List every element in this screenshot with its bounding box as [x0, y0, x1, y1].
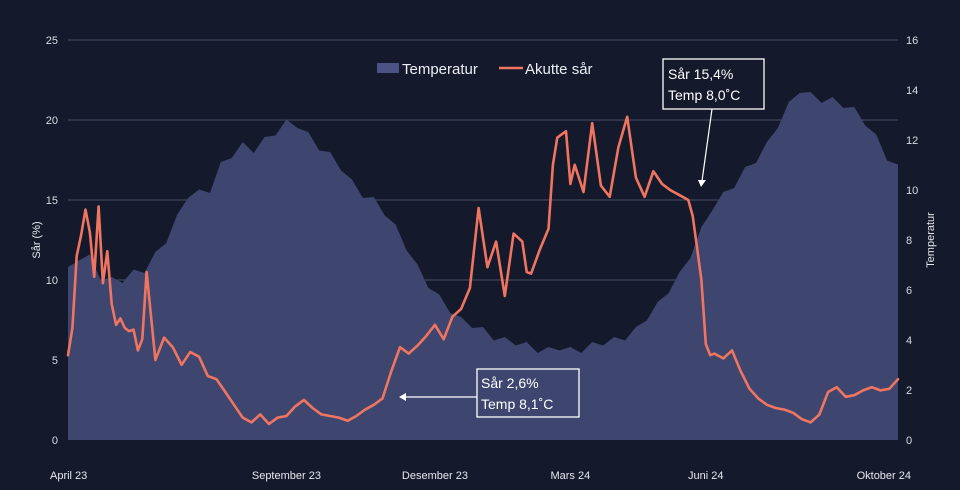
annotation-line2: Temp 8,1˚C: [481, 396, 553, 412]
legend-swatch-temperatur: [377, 63, 399, 73]
right-tick-label: 14: [906, 85, 918, 97]
annotation-box: [476, 368, 580, 418]
series-line-akutte-sar: [66, 115, 900, 426]
x-tick-label: Oktober 24: [857, 470, 911, 482]
left-axis-ticks: 0 5 10 15 20 25: [46, 35, 58, 447]
annotation-line1: Sår 15,4%: [668, 66, 733, 82]
right-tick-label: 8: [906, 235, 912, 247]
x-tick-label: Juni 24: [688, 470, 723, 482]
right-tick-label: 12: [906, 135, 918, 147]
annotation-peak: Sår 15,4% Temp 8,0˚C: [662, 58, 765, 187]
left-tick-label: 20: [46, 115, 58, 127]
left-axis-title: Sår (%): [31, 221, 43, 258]
x-tick-label: April 23: [50, 470, 87, 482]
legend: Temperatur Akutte sår: [377, 61, 593, 78]
right-tick-label: 2: [906, 385, 912, 397]
annotation-line1: Sår 2,6%: [481, 375, 539, 391]
right-tick-label: 16: [906, 35, 918, 47]
annotation-box: [662, 58, 765, 110]
series-area-temperatur: [68, 92, 898, 440]
x-axis-ticks: April 23 September 23 Desember 23 Mars 24 Ju…: [50, 470, 911, 482]
right-axis-title: Temperatur: [925, 212, 937, 268]
left-tick-label: 15: [46, 195, 58, 207]
annotation-low: Sår 2,6% Temp 8,1˚C: [399, 368, 580, 418]
annotation-arrow: [701, 108, 713, 182]
right-tick-label: 0: [906, 435, 912, 447]
arrow-head-icon: [399, 393, 406, 401]
right-axis-ticks: 0 2 4 6 8 10 12 14 16: [906, 35, 918, 447]
right-tick-label: 10: [906, 185, 918, 197]
left-tick-label: 5: [52, 355, 58, 367]
legend-label-akutte-sar: Akutte sår: [525, 61, 593, 78]
x-tick-label: September 23: [252, 470, 321, 482]
x-tick-label: Desember 23: [402, 470, 468, 482]
arrow-head-icon: [698, 180, 706, 187]
right-tick-label: 4: [906, 335, 912, 347]
legend-label-temperatur: Temperatur: [402, 61, 478, 78]
x-tick-label: Mars 24: [550, 470, 590, 482]
left-tick-label: 25: [46, 35, 58, 47]
left-tick-label: 0: [52, 435, 58, 447]
left-tick-label: 10: [46, 275, 58, 287]
right-tick-label: 6: [906, 285, 912, 297]
annotation-line2: Temp 8,0˚C: [668, 87, 740, 103]
